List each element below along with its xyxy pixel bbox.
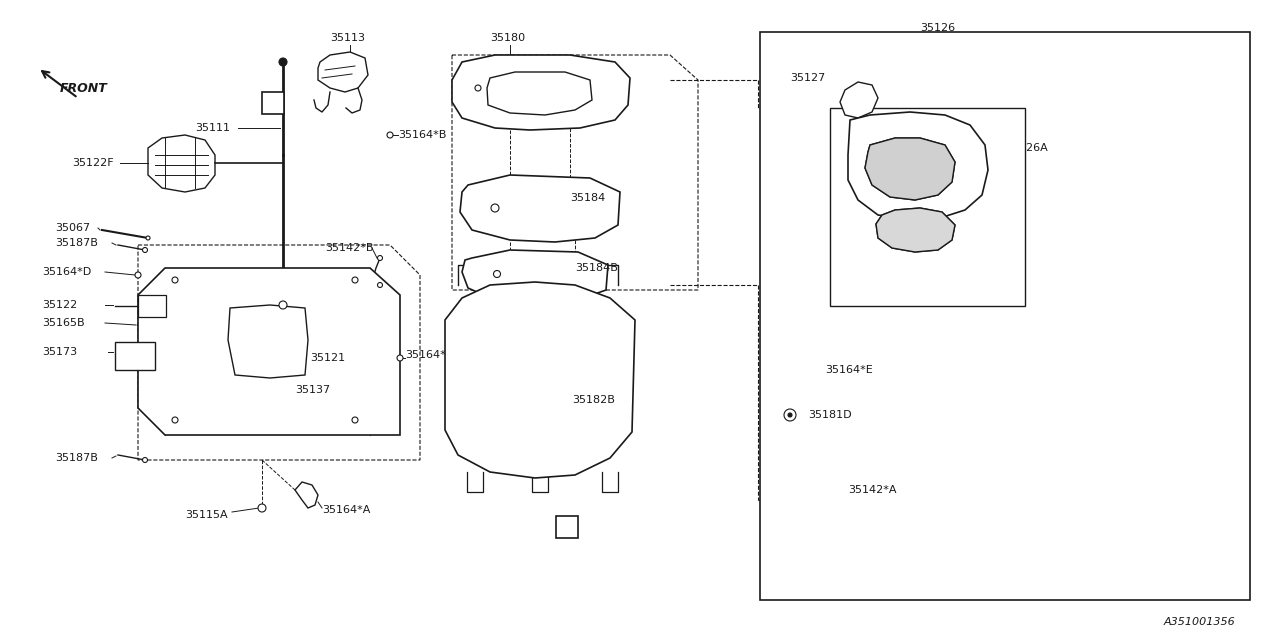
Text: 35187B: 35187B (55, 238, 97, 248)
Polygon shape (138, 268, 399, 435)
Polygon shape (876, 208, 955, 252)
Polygon shape (865, 138, 955, 200)
Text: 35164*B: 35164*B (398, 130, 447, 140)
Text: FRONT: FRONT (60, 81, 108, 95)
Text: 35184B: 35184B (575, 263, 618, 273)
Text: 35122: 35122 (42, 300, 77, 310)
Text: 35111: 35111 (195, 123, 230, 133)
Text: 35126A: 35126A (1005, 143, 1048, 153)
Text: 35113: 35113 (330, 33, 365, 43)
Text: 35164*D: 35164*D (42, 267, 91, 277)
Text: 35165B: 35165B (42, 318, 84, 328)
Text: 35180: 35180 (490, 33, 525, 43)
Ellipse shape (146, 236, 150, 240)
Text: 35182B: 35182B (572, 395, 614, 405)
Text: 35181D: 35181D (808, 410, 851, 420)
Polygon shape (486, 72, 591, 115)
Ellipse shape (352, 277, 358, 283)
Polygon shape (317, 52, 369, 92)
Text: A351001356: A351001356 (1164, 617, 1235, 627)
Bar (556, 516, 579, 538)
Text: 35122F: 35122F (72, 158, 114, 168)
Bar (138, 295, 166, 317)
Ellipse shape (172, 417, 178, 423)
Ellipse shape (492, 204, 499, 212)
Ellipse shape (397, 355, 403, 361)
Polygon shape (876, 208, 955, 252)
Polygon shape (865, 138, 955, 200)
Text: 35134F: 35134F (325, 273, 366, 283)
Ellipse shape (788, 413, 792, 417)
Polygon shape (849, 112, 988, 220)
Polygon shape (445, 282, 635, 478)
Ellipse shape (279, 301, 287, 309)
Text: 35187B: 35187B (55, 453, 97, 463)
Text: 35189: 35189 (483, 73, 517, 83)
Ellipse shape (134, 272, 141, 278)
Text: 35137: 35137 (294, 385, 330, 395)
Ellipse shape (172, 277, 178, 283)
Ellipse shape (494, 271, 500, 278)
Ellipse shape (378, 255, 383, 260)
Ellipse shape (142, 248, 147, 253)
Ellipse shape (475, 85, 481, 91)
Ellipse shape (142, 458, 147, 463)
Polygon shape (294, 482, 317, 508)
Polygon shape (460, 175, 620, 242)
Text: 35142*B: 35142*B (325, 243, 374, 253)
Text: 35126: 35126 (920, 23, 955, 33)
Text: 35115A: 35115A (186, 510, 228, 520)
Ellipse shape (279, 58, 287, 66)
Text: A: A (269, 97, 278, 109)
Polygon shape (148, 135, 215, 192)
Ellipse shape (387, 132, 393, 138)
Text: 35164*C: 35164*C (404, 350, 453, 360)
Ellipse shape (378, 282, 383, 287)
Polygon shape (462, 250, 608, 303)
Bar (760, 32, 1251, 600)
Ellipse shape (259, 504, 266, 512)
Text: 35173: 35173 (42, 347, 77, 357)
Text: 35142*A: 35142*A (849, 485, 896, 495)
Text: 35127: 35127 (790, 73, 826, 83)
Bar (829, 108, 1025, 306)
Text: 35121: 35121 (310, 353, 346, 363)
Text: 35164*A: 35164*A (323, 505, 370, 515)
Polygon shape (840, 82, 878, 118)
Bar (115, 342, 155, 370)
Polygon shape (452, 55, 630, 130)
Bar (262, 92, 284, 114)
Text: 35184: 35184 (570, 193, 605, 203)
Text: A: A (562, 520, 572, 534)
Polygon shape (228, 305, 308, 378)
Text: 35067: 35067 (55, 223, 90, 233)
Text: 35164*E: 35164*E (826, 365, 873, 375)
Ellipse shape (352, 417, 358, 423)
Ellipse shape (783, 409, 796, 421)
